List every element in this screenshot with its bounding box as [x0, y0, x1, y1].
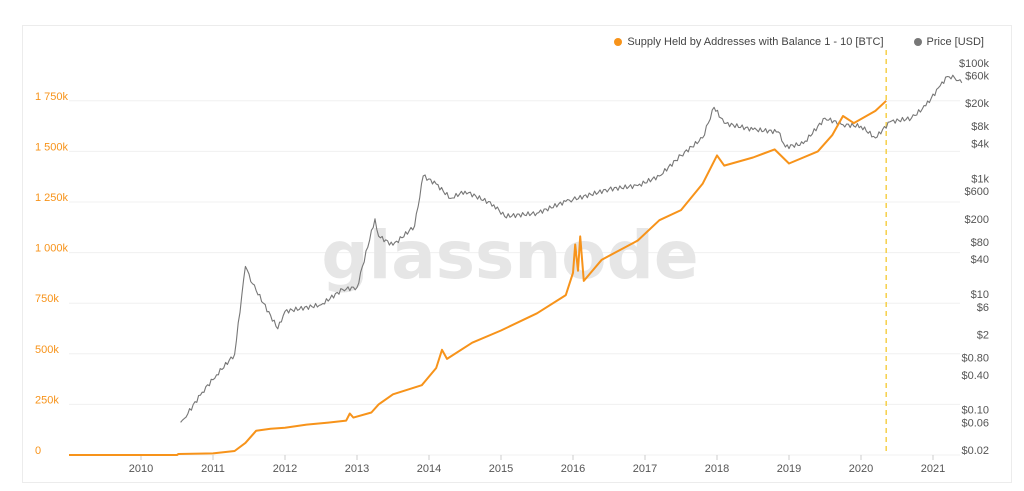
right-tick-label: $20k: [965, 98, 989, 110]
x-tick-label: 2017: [633, 463, 657, 475]
x-tick-label: 2019: [777, 463, 801, 475]
left-tick-label: 500k: [35, 344, 59, 356]
right-tick-label: $0.02: [961, 445, 989, 457]
x-tick-label: 2016: [561, 463, 585, 475]
left-tick-label: 1 000k: [35, 243, 69, 255]
right-tick-label: $200: [965, 214, 989, 226]
right-tick-label: $0.40: [961, 370, 989, 382]
legend-price-label: Price [USD]: [926, 36, 984, 48]
price-line: [180, 74, 963, 423]
right-tick-label: $60k: [965, 71, 989, 83]
price-dot-icon: [913, 38, 922, 46]
x-tick-label: 2020: [849, 463, 873, 475]
legend: Supply Held by Addresses with Balance 1 …: [614, 36, 984, 48]
supply-line: [69, 100, 887, 456]
right-tick-label: $4k: [971, 139, 989, 151]
x-tick-label: 2011: [201, 463, 225, 475]
chart-card: [22, 25, 1012, 483]
left-tick-label: 1 500k: [35, 141, 69, 153]
right-tick-label: $6: [977, 302, 989, 314]
x-tick-label: 2018: [705, 463, 729, 475]
right-tick-label: $600: [965, 186, 989, 198]
x-tick-label: 2014: [417, 463, 441, 475]
right-tick-label: $40: [971, 254, 989, 266]
legend-supply-label: Supply Held by Addresses with Balance 1 …: [627, 36, 884, 48]
watermark-logo: glassnode: [321, 217, 698, 294]
right-tick-label: $0.10: [961, 405, 989, 417]
supply-dot-icon: [614, 38, 623, 46]
right-tick-label: $10: [971, 289, 989, 301]
x-tick-label: 2013: [345, 463, 369, 475]
left-tick-label: 1 750k: [35, 91, 69, 103]
left-tick-label: 750k: [35, 293, 59, 305]
right-tick-label: $100k: [959, 58, 989, 70]
right-tick-label: $1k: [971, 173, 989, 185]
right-tick-label: $0.06: [961, 417, 989, 429]
left-tick-label: 1 250k: [35, 192, 69, 204]
x-tick-label: 2021: [921, 463, 945, 475]
x-tick-label: 2010: [129, 463, 153, 475]
legend-item-price[interactable]: Price [USD]: [913, 36, 984, 48]
x-tick-label: 2012: [273, 463, 297, 475]
right-tick-label: $0.80: [961, 352, 989, 364]
legend-item-supply[interactable]: Supply Held by Addresses with Balance 1 …: [614, 36, 884, 48]
right-tick-label: $8k: [971, 121, 989, 133]
left-tick-label: 0: [35, 445, 41, 457]
right-tick-label: $2: [977, 329, 989, 341]
x-tick-label: 2015: [489, 463, 513, 475]
right-tick-label: $80: [971, 237, 989, 249]
left-tick-label: 250k: [35, 394, 59, 406]
